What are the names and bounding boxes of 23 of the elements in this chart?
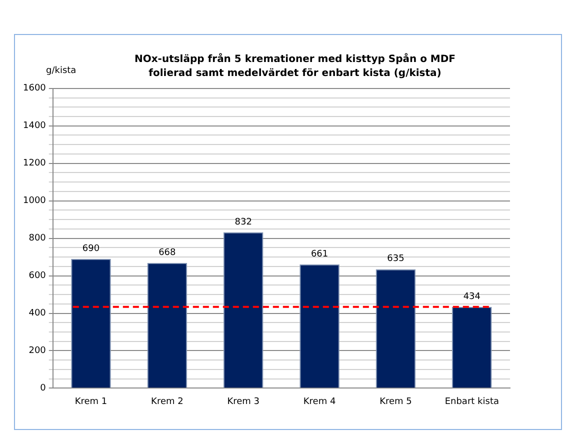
y-tick-label: 800: [28, 234, 46, 244]
y-tick-label: 200: [28, 346, 46, 356]
y-tick-label: 1200: [23, 158, 46, 169]
data-label: 832: [234, 217, 252, 228]
y-tick-label: 1400: [23, 121, 46, 132]
x-tick-label: Krem 4: [303, 396, 336, 407]
x-tick-label: Krem 3: [227, 396, 260, 407]
y-tick-label: 1000: [23, 196, 46, 206]
data-label: 668: [158, 248, 176, 258]
data-label: 434: [463, 292, 481, 302]
x-tick-label: Krem 5: [380, 396, 412, 407]
x-tick-label: Krem 1: [74, 396, 108, 407]
x-tick-label: Krem 2: [151, 396, 184, 407]
y-tick-label: 400: [28, 308, 46, 319]
chart-title: NOx-utsläpp från 5 kremationer med kisttyp Spån o MDF folierad samt medelvärdet för enbart kista (g/kista): [133, 53, 457, 81]
y-axis-title: g/kista: [46, 66, 76, 76]
y-tick-label: 600: [28, 271, 46, 282]
y-tick-label: 1600: [23, 84, 46, 94]
y-tick-label: 0: [40, 384, 46, 394]
data-label: 661: [310, 249, 328, 260]
data-label: 635: [387, 254, 404, 264]
data-label: 690: [82, 244, 100, 254]
x-tick-label: Enbart kista: [444, 396, 499, 407]
